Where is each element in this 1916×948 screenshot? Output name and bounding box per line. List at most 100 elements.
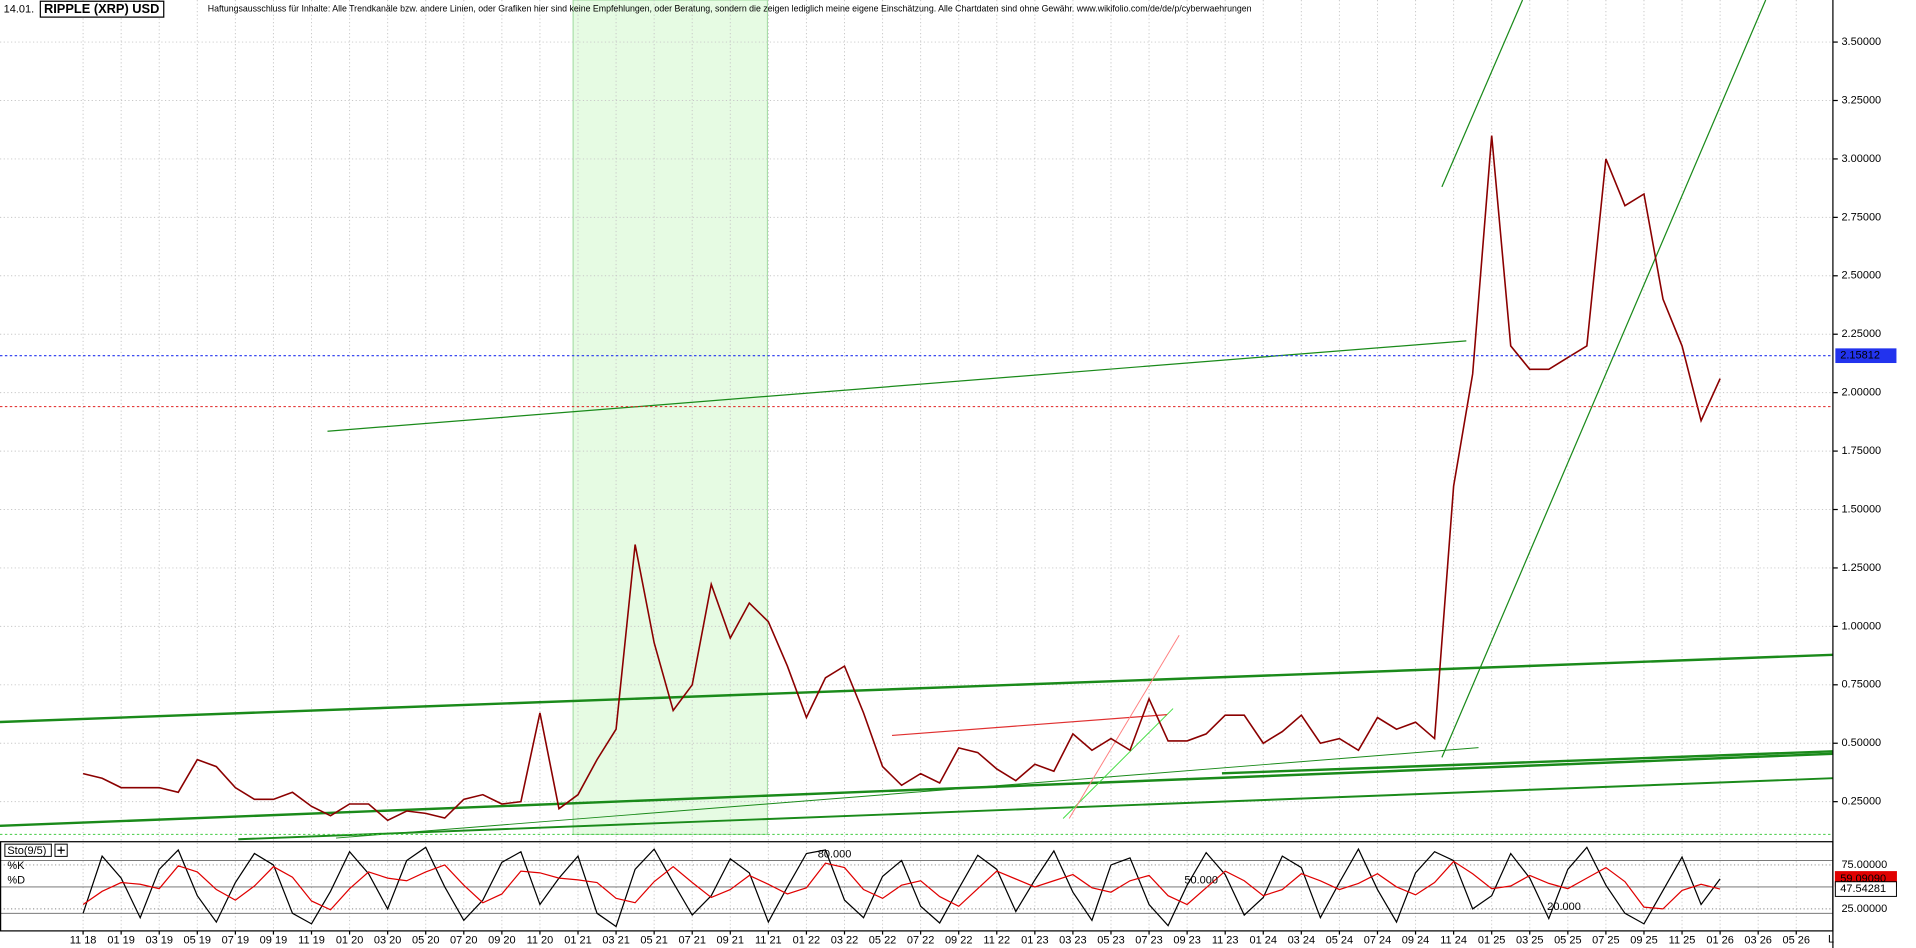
last-price-label: 2.15812 <box>1840 350 1880 362</box>
legend-entry: %D <box>7 875 25 887</box>
trend-lines <box>0 0 1833 841</box>
date-label: 14.01. <box>4 4 35 16</box>
trend-line <box>335 747 1479 839</box>
y-tick-label: 2.00000 <box>1841 387 1881 399</box>
x-tick-label: 07 25 <box>1592 935 1620 947</box>
x-tick-label: 01 25 <box>1478 935 1506 947</box>
trend-line <box>1441 0 1524 188</box>
y-tick-label: 1.00000 <box>1841 620 1881 632</box>
y-tick-label: 1.75000 <box>1841 445 1881 457</box>
last-price-box <box>1835 348 1897 364</box>
y-tick-label: 75.00000 <box>1841 859 1887 871</box>
disclaimer: Haftungsausschluss für Inhalte: Alle Tre… <box>208 3 1252 13</box>
x-tick-label: 11 22 <box>983 935 1010 947</box>
trend-line <box>0 752 1833 828</box>
series-line <box>82 860 1721 911</box>
indicator-title: Sto(9/5) <box>7 845 46 857</box>
x-tick-label: 03 20 <box>374 935 402 947</box>
x-tick-label: 07 23 <box>1135 935 1163 947</box>
x-tick-label: 01 23 <box>1021 935 1049 947</box>
x-tick-label: 11 21 <box>755 935 782 947</box>
trend-line <box>1221 750 1833 775</box>
level-label: 20.000 <box>1547 901 1581 913</box>
y-tick-label: 1.50000 <box>1841 503 1881 515</box>
x-tick-label: 01 20 <box>336 935 364 947</box>
x-tick-label: 01 24 <box>1250 935 1278 947</box>
x-tick-label: 07 24 <box>1364 935 1392 947</box>
x-tick-label: 03 24 <box>1288 935 1316 947</box>
x-tick-label: 01 22 <box>793 935 821 947</box>
y-tick-label: 25.00000 <box>1841 903 1887 915</box>
trend-line <box>891 714 1167 737</box>
y-tick-label: 2.25000 <box>1841 328 1881 340</box>
x-tick-label: 05 22 <box>869 935 897 947</box>
add-icon <box>57 846 65 854</box>
x-tick-label: 03 21 <box>602 935 630 947</box>
y-tick-label: 0.50000 <box>1841 737 1881 749</box>
series-line <box>82 846 1721 928</box>
indicator-title-box <box>4 843 52 857</box>
x-tick-label: 05 19 <box>184 935 212 947</box>
x-tick-label: 09 21 <box>717 935 745 947</box>
x-tick-label: 11 20 <box>527 935 554 947</box>
x-tick-label: 03 25 <box>1516 935 1544 947</box>
readout-label: 47.54281 <box>1840 883 1886 895</box>
x-tick-label: 09 23 <box>1173 935 1201 947</box>
trend-line <box>0 653 1833 724</box>
chart-title: RIPPLE (XRP) USD <box>44 1 159 16</box>
x-tick-label: 03 22 <box>831 935 859 947</box>
x-tick-label: 01 21 <box>564 935 592 947</box>
trend-line <box>1441 0 1767 758</box>
x-tick-label: 09 19 <box>260 935 288 947</box>
y-tick-label: 3.00000 <box>1841 153 1881 165</box>
y-tick-label: 1.25000 <box>1841 562 1881 574</box>
plot <box>0 135 1833 928</box>
x-tick-label: 01 26 <box>1706 935 1734 947</box>
x-tick-label: 11 25 <box>1669 935 1696 947</box>
x-tick-label: 05 23 <box>1097 935 1125 947</box>
x-tick-label: 09 20 <box>488 935 516 947</box>
x-tick-label: 09 22 <box>945 935 973 947</box>
x-tick-label: 07 19 <box>222 935 250 947</box>
y-tick-label: 3.50000 <box>1841 36 1881 48</box>
trend-line <box>238 777 1833 841</box>
readout-label: 59.09090 <box>1840 873 1886 885</box>
x-tick-label: 07 20 <box>450 935 478 947</box>
x-tick-label: 11 23 <box>1212 935 1239 947</box>
x-tick-label: 05 20 <box>412 935 440 947</box>
x-tick-label: 03 23 <box>1059 935 1087 947</box>
x-tick-label: 07 22 <box>907 935 935 947</box>
highlight-band <box>572 0 768 835</box>
x-tick-label: 11 24 <box>1440 935 1467 947</box>
title-box <box>39 0 165 18</box>
series-line <box>82 135 1721 822</box>
trend-line <box>1062 708 1174 819</box>
y-tick-label: 0.25000 <box>1841 796 1881 808</box>
x-tick-label: 03 19 <box>145 935 173 947</box>
x-tick-label: 09 24 <box>1402 935 1430 947</box>
readout-box <box>1834 881 1897 897</box>
x-tick-label: 11 18 <box>70 935 97 947</box>
x-tick-label: 11 19 <box>298 935 325 947</box>
x-tick-label: 05 21 <box>640 935 668 947</box>
scale-mode: L <box>1828 933 1834 945</box>
x-tick-label: 03 26 <box>1744 935 1772 947</box>
indicator-frame <box>0 841 1834 932</box>
x-tick-label: 05 24 <box>1326 935 1354 947</box>
y-tick-label: 2.50000 <box>1841 270 1881 282</box>
trend-line <box>1068 635 1180 819</box>
x-tick-label: 05 25 <box>1554 935 1582 947</box>
y-tick-label: 2.75000 <box>1841 211 1881 223</box>
x-tick-label: 01 19 <box>107 935 135 947</box>
x-tick-label: 07 21 <box>678 935 706 947</box>
x-tick-label: 09 25 <box>1630 935 1658 947</box>
level-label: 50.000 <box>1184 875 1218 887</box>
x-tick-label: 05 26 <box>1782 935 1810 947</box>
y-tick-label: 0.75000 <box>1841 679 1881 691</box>
y-tick-label: 3.25000 <box>1841 94 1881 106</box>
level-label: 80.000 <box>818 848 852 860</box>
legend-entry: %K <box>7 860 25 872</box>
